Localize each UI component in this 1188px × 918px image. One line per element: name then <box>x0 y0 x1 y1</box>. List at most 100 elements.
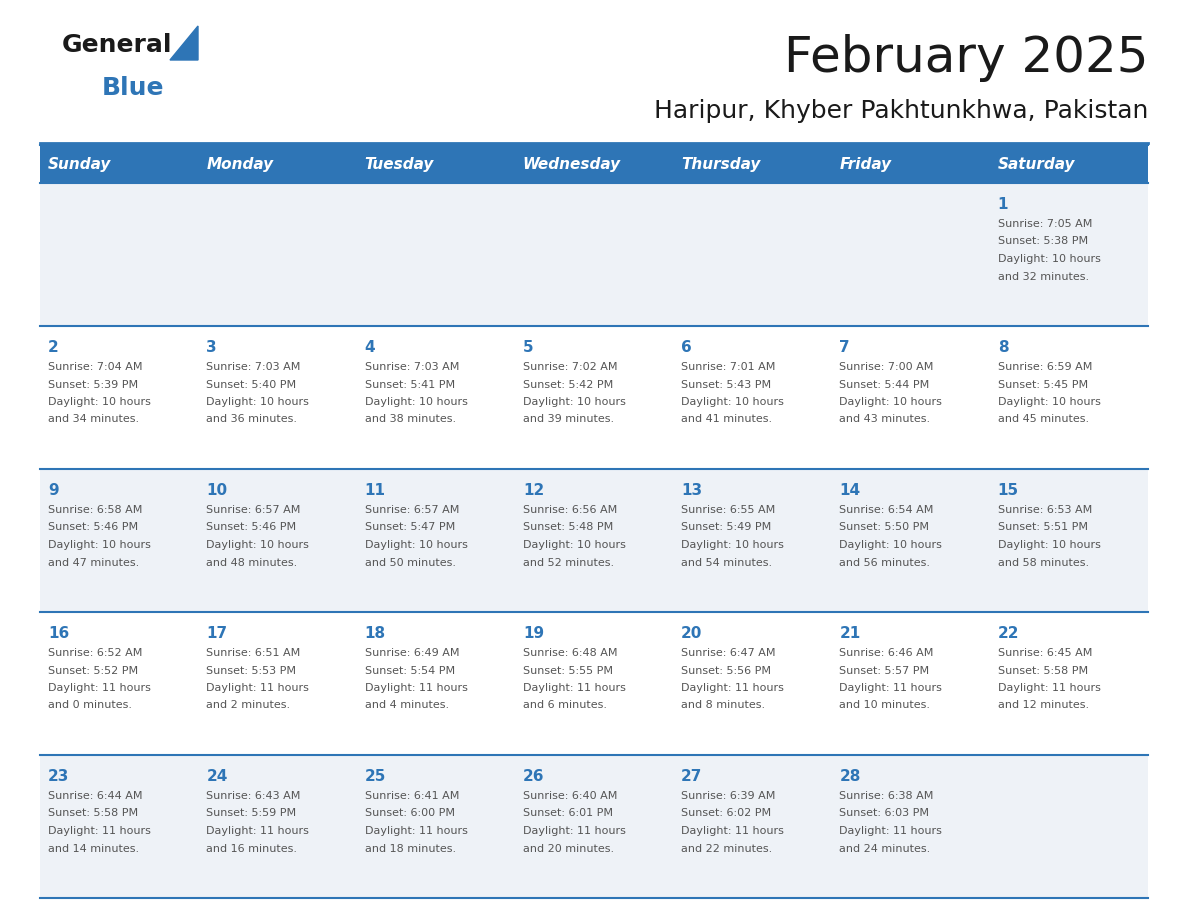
Text: Daylight: 10 hours: Daylight: 10 hours <box>998 254 1100 264</box>
Text: Sunrise: 7:04 AM: Sunrise: 7:04 AM <box>48 362 143 372</box>
Bar <box>40 326 1148 469</box>
Text: Thursday: Thursday <box>681 156 760 172</box>
Text: Sunrise: 7:01 AM: Sunrise: 7:01 AM <box>681 362 776 372</box>
Text: Sunrise: 6:53 AM: Sunrise: 6:53 AM <box>998 505 1092 515</box>
Text: Daylight: 11 hours: Daylight: 11 hours <box>48 683 151 693</box>
Text: Daylight: 11 hours: Daylight: 11 hours <box>365 683 467 693</box>
Text: Sunrise: 6:41 AM: Sunrise: 6:41 AM <box>365 791 459 801</box>
Text: Sunrise: 6:52 AM: Sunrise: 6:52 AM <box>48 648 143 658</box>
Text: Sunrise: 7:05 AM: Sunrise: 7:05 AM <box>998 219 1092 229</box>
Text: Saturday: Saturday <box>998 156 1075 172</box>
Bar <box>40 469 1148 612</box>
Text: and 43 minutes.: and 43 minutes. <box>840 415 930 424</box>
Text: Sunrise: 6:46 AM: Sunrise: 6:46 AM <box>840 648 934 658</box>
Text: and 45 minutes.: and 45 minutes. <box>998 415 1089 424</box>
Text: Sunset: 6:02 PM: Sunset: 6:02 PM <box>681 809 771 819</box>
Text: Daylight: 11 hours: Daylight: 11 hours <box>681 683 784 693</box>
Text: Sunset: 5:47 PM: Sunset: 5:47 PM <box>365 522 455 532</box>
Text: Daylight: 10 hours: Daylight: 10 hours <box>681 540 784 550</box>
Text: Sunrise: 6:57 AM: Sunrise: 6:57 AM <box>365 505 459 515</box>
Text: 17: 17 <box>207 626 227 641</box>
Text: 16: 16 <box>48 626 69 641</box>
Text: Sunrise: 6:44 AM: Sunrise: 6:44 AM <box>48 791 143 801</box>
Text: Tuesday: Tuesday <box>365 156 434 172</box>
Text: Blue: Blue <box>102 76 164 100</box>
Text: Haripur, Khyber Pakhtunkhwa, Pakistan: Haripur, Khyber Pakhtunkhwa, Pakistan <box>653 99 1148 123</box>
Text: 14: 14 <box>840 483 860 498</box>
Text: 26: 26 <box>523 769 544 784</box>
Text: Sunrise: 6:57 AM: Sunrise: 6:57 AM <box>207 505 301 515</box>
Text: Sunset: 5:48 PM: Sunset: 5:48 PM <box>523 522 613 532</box>
Text: 18: 18 <box>365 626 386 641</box>
Text: Sunset: 5:43 PM: Sunset: 5:43 PM <box>681 379 771 389</box>
Text: Sunset: 5:46 PM: Sunset: 5:46 PM <box>48 522 138 532</box>
Text: Sunset: 5:42 PM: Sunset: 5:42 PM <box>523 379 613 389</box>
Text: Daylight: 10 hours: Daylight: 10 hours <box>48 397 151 407</box>
Text: February 2025: February 2025 <box>784 34 1148 82</box>
Text: and 20 minutes.: and 20 minutes. <box>523 844 614 854</box>
Text: Daylight: 10 hours: Daylight: 10 hours <box>523 397 626 407</box>
Text: Daylight: 11 hours: Daylight: 11 hours <box>523 826 626 836</box>
Text: and 56 minutes.: and 56 minutes. <box>840 557 930 567</box>
Text: 1: 1 <box>998 197 1009 212</box>
Text: Daylight: 10 hours: Daylight: 10 hours <box>48 540 151 550</box>
Text: Daylight: 10 hours: Daylight: 10 hours <box>998 540 1100 550</box>
Text: 13: 13 <box>681 483 702 498</box>
Text: 20: 20 <box>681 626 702 641</box>
Text: 15: 15 <box>998 483 1019 498</box>
Text: Daylight: 11 hours: Daylight: 11 hours <box>365 826 467 836</box>
Text: Sunrise: 6:43 AM: Sunrise: 6:43 AM <box>207 791 301 801</box>
Text: Sunrise: 6:49 AM: Sunrise: 6:49 AM <box>365 648 459 658</box>
Text: Sunrise: 6:45 AM: Sunrise: 6:45 AM <box>998 648 1092 658</box>
Text: and 0 minutes.: and 0 minutes. <box>48 700 132 711</box>
Text: Sunset: 6:01 PM: Sunset: 6:01 PM <box>523 809 613 819</box>
Text: and 4 minutes.: and 4 minutes. <box>365 700 449 711</box>
Text: Daylight: 10 hours: Daylight: 10 hours <box>365 397 467 407</box>
Text: and 18 minutes.: and 18 minutes. <box>365 844 456 854</box>
Text: General: General <box>62 33 172 57</box>
Text: Sunset: 5:58 PM: Sunset: 5:58 PM <box>998 666 1088 676</box>
Text: Sunrise: 6:40 AM: Sunrise: 6:40 AM <box>523 791 618 801</box>
Text: and 38 minutes.: and 38 minutes. <box>365 415 456 424</box>
Bar <box>40 145 1148 183</box>
Text: Daylight: 10 hours: Daylight: 10 hours <box>207 540 309 550</box>
Text: Sunset: 5:57 PM: Sunset: 5:57 PM <box>840 666 929 676</box>
Text: 24: 24 <box>207 769 228 784</box>
Text: 10: 10 <box>207 483 227 498</box>
Text: 21: 21 <box>840 626 860 641</box>
Text: Monday: Monday <box>207 156 273 172</box>
Text: 19: 19 <box>523 626 544 641</box>
Text: Sunset: 5:51 PM: Sunset: 5:51 PM <box>998 522 1088 532</box>
Text: Sunrise: 6:38 AM: Sunrise: 6:38 AM <box>840 791 934 801</box>
Text: and 22 minutes.: and 22 minutes. <box>681 844 772 854</box>
Text: 3: 3 <box>207 340 217 355</box>
Text: and 10 minutes.: and 10 minutes. <box>840 700 930 711</box>
Text: Sunday: Sunday <box>48 156 112 172</box>
Text: Sunset: 5:49 PM: Sunset: 5:49 PM <box>681 522 771 532</box>
Text: Sunrise: 7:03 AM: Sunrise: 7:03 AM <box>207 362 301 372</box>
Text: 28: 28 <box>840 769 861 784</box>
Text: 12: 12 <box>523 483 544 498</box>
Text: and 39 minutes.: and 39 minutes. <box>523 415 614 424</box>
Text: Sunset: 5:40 PM: Sunset: 5:40 PM <box>207 379 297 389</box>
Text: and 8 minutes.: and 8 minutes. <box>681 700 765 711</box>
Text: Daylight: 11 hours: Daylight: 11 hours <box>207 826 309 836</box>
Text: Sunrise: 6:48 AM: Sunrise: 6:48 AM <box>523 648 618 658</box>
Text: Friday: Friday <box>840 156 891 172</box>
Text: 2: 2 <box>48 340 58 355</box>
Text: Daylight: 11 hours: Daylight: 11 hours <box>681 826 784 836</box>
Text: and 58 minutes.: and 58 minutes. <box>998 557 1089 567</box>
Text: Sunset: 5:56 PM: Sunset: 5:56 PM <box>681 666 771 676</box>
Text: Daylight: 10 hours: Daylight: 10 hours <box>681 397 784 407</box>
Text: 9: 9 <box>48 483 58 498</box>
Text: and 24 minutes.: and 24 minutes. <box>840 844 930 854</box>
Text: Sunrise: 6:58 AM: Sunrise: 6:58 AM <box>48 505 143 515</box>
Text: Daylight: 10 hours: Daylight: 10 hours <box>365 540 467 550</box>
Text: Sunset: 5:45 PM: Sunset: 5:45 PM <box>998 379 1088 389</box>
Text: Daylight: 11 hours: Daylight: 11 hours <box>48 826 151 836</box>
Text: 23: 23 <box>48 769 69 784</box>
Text: and 32 minutes.: and 32 minutes. <box>998 272 1089 282</box>
Text: and 16 minutes.: and 16 minutes. <box>207 844 297 854</box>
Text: and 34 minutes.: and 34 minutes. <box>48 415 139 424</box>
Text: Sunrise: 7:02 AM: Sunrise: 7:02 AM <box>523 362 618 372</box>
